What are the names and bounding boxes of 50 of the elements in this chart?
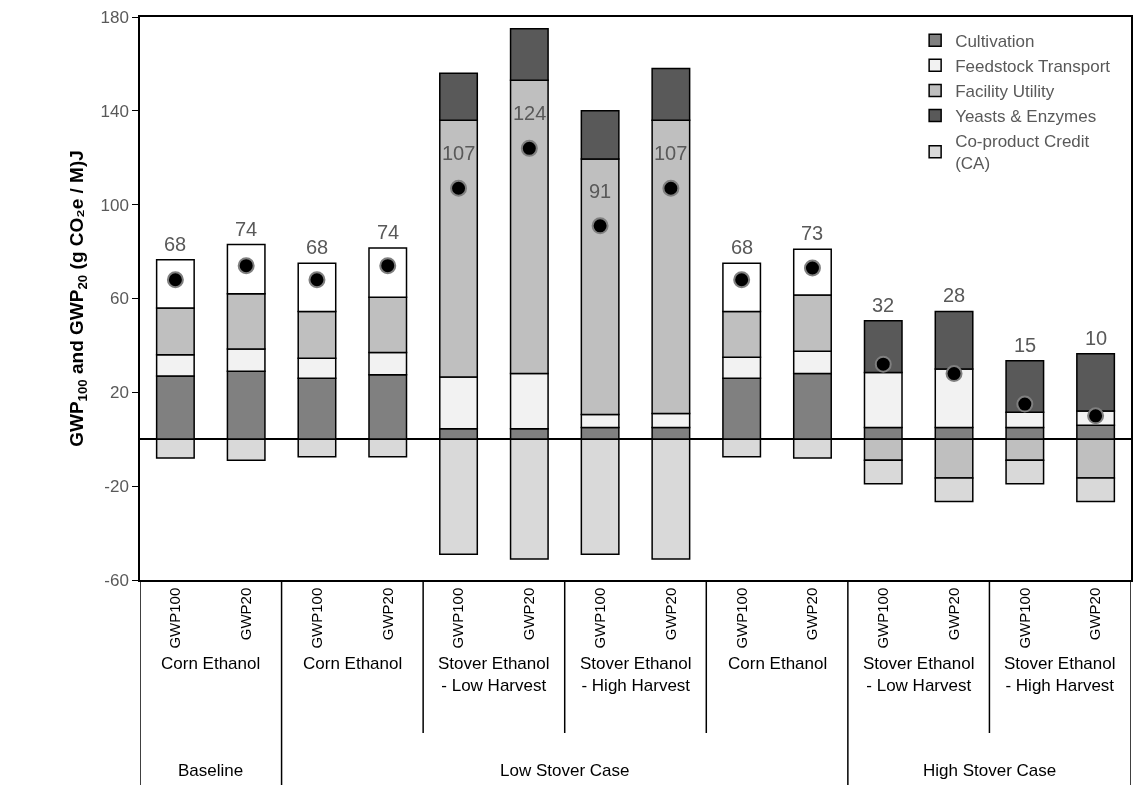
data-label: 91: [589, 180, 612, 202]
x-tick-label: GWP20: [661, 587, 679, 641]
data-label: 32: [872, 294, 895, 316]
x-tick-label: GWP20: [944, 587, 962, 641]
data-label: 107: [442, 142, 476, 164]
data-label: 68: [306, 236, 329, 258]
x-tick-label: GWP20: [378, 587, 396, 641]
x-tick-label: GWP20: [803, 587, 821, 641]
x-tick-label: GWP20: [237, 587, 255, 641]
data-label: 28: [943, 284, 966, 306]
x-tick-label: GWP100: [449, 587, 467, 649]
text: Stover Ethanol - High Harvest: [580, 654, 692, 696]
y-tick-label: 20: [109, 383, 129, 403]
data-label: 15: [1014, 334, 1037, 356]
y-tick-label: 140: [100, 101, 129, 121]
text: High Stover Case: [923, 761, 1057, 780]
text: Stover Ethanol - Low Harvest: [863, 654, 975, 696]
data-label: 74: [235, 218, 258, 240]
data-label: 124: [513, 102, 547, 124]
data-label: 107: [654, 142, 688, 164]
x-tick-label: GWP100: [874, 587, 892, 649]
x-tick-label: GWP100: [307, 587, 325, 649]
text: Stover Ethanol - Low Harvest: [438, 654, 550, 696]
legend-label: Feedstock Transport: [955, 56, 1111, 76]
x-tick-label: GWP100: [166, 587, 184, 649]
text: Corn Ethanol: [161, 654, 261, 673]
legend-label: Yeasts & Enzymes: [955, 107, 1097, 127]
x-tick-label: GWP100: [590, 587, 608, 649]
text: Baseline: [178, 761, 244, 780]
data-label: 73: [801, 222, 824, 244]
text: Low Stover Case: [500, 761, 630, 780]
legend-label: Facility Utility: [955, 82, 1055, 102]
data-label: 68: [731, 236, 754, 258]
data-label: 74: [377, 221, 400, 243]
x-tick-label: GWP100: [732, 587, 750, 649]
y-tick-label: 60: [109, 289, 129, 309]
y-tick-label: 100: [100, 195, 129, 215]
text: Stover Ethanol - High Harvest: [1004, 654, 1116, 696]
legend-label: Cultivation: [955, 31, 1035, 51]
legend-label: Co-product Credit (CA): [955, 132, 1090, 174]
x-tick-label: GWP100: [1015, 587, 1033, 649]
data-label: 68: [164, 233, 187, 255]
text: Corn Ethanol: [728, 654, 828, 673]
y-tick-label: 180: [100, 7, 129, 27]
x-tick-label: GWP20: [1086, 587, 1104, 641]
x-tick-label: GWP20: [520, 587, 538, 641]
text: Corn Ethanol: [303, 654, 403, 673]
y-tick-label: -60: [104, 570, 129, 590]
y-tick-label: -20: [104, 477, 129, 497]
data-label: 10: [1085, 327, 1108, 349]
